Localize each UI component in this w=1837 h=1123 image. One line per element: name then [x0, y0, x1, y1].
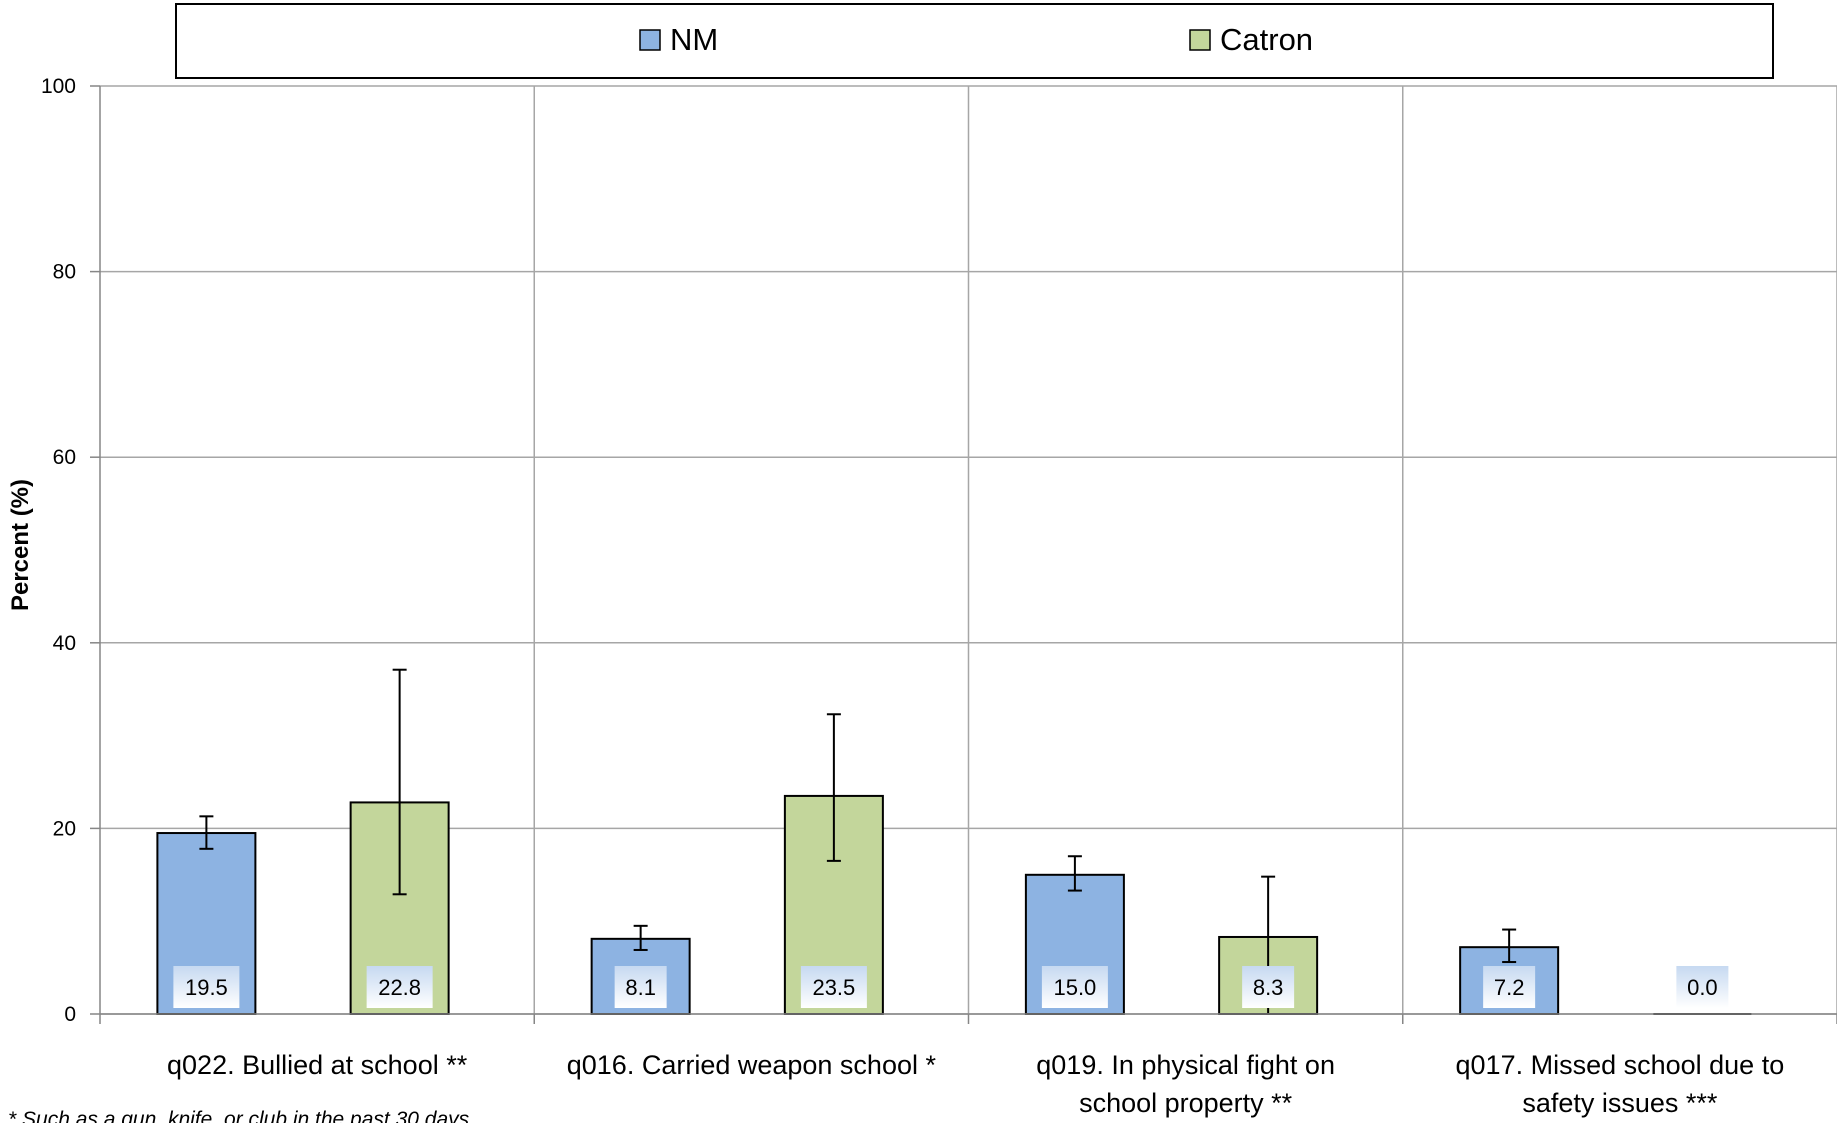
legend-box: [175, 3, 1774, 79]
y-tick-label: 20: [53, 817, 76, 840]
x-category-label: q022. Bullied at school **: [167, 1050, 468, 1080]
y-axis-title: Percent (%): [7, 479, 34, 611]
legend-label-nm: NM: [670, 22, 718, 57]
axes: 0 20 40 60 80 100 q022. Bullied at school ** q0…: [41, 75, 1837, 1118]
legend: NM Catron: [175, 3, 1774, 79]
x-category-label: q017. Missed school due to safety issues …: [1456, 1050, 1785, 1118]
bars: 19.5 8.1 15.0 7.2 22.8 23.5 8.3 0.0: [156, 668, 1752, 1016]
data-label: 15.0: [1053, 975, 1096, 1000]
y-tick-label: 0: [64, 1003, 76, 1026]
footnote: * Such as a gun, knife, or club in the p…: [8, 1108, 470, 1123]
y-tick-label: 40: [53, 632, 76, 655]
x-category-label: q016. Carried weapon school *: [567, 1050, 937, 1080]
data-label: 8.1: [625, 975, 656, 1000]
y-tick-label: 60: [53, 446, 76, 469]
data-label-box: [173, 966, 240, 1008]
data-label-box: [1041, 966, 1108, 1008]
data-label-box: [614, 966, 667, 1008]
data-label: 19.5: [185, 975, 228, 1000]
data-label-box: [800, 966, 867, 1008]
data-label: 7.2: [1494, 975, 1525, 1000]
data-label: 23.5: [812, 975, 855, 1000]
data-label-box: [1676, 966, 1729, 1008]
data-label-box: [1483, 966, 1536, 1008]
x-category-label: q019. In physical fight on school propert…: [1036, 1050, 1335, 1118]
legend-label-catron: Catron: [1220, 22, 1313, 57]
data-label-box: [1242, 966, 1295, 1008]
data-label-box: [366, 966, 433, 1008]
legend-swatch-catron: [1189, 29, 1211, 51]
legend-swatch-nm: [639, 29, 661, 51]
data-label: 22.8: [378, 975, 421, 1000]
data-label: 0.0: [1687, 975, 1718, 1000]
data-label: 8.3: [1253, 975, 1284, 1000]
y-tick-label: 100: [41, 75, 76, 98]
y-tick-label: 80: [53, 261, 76, 284]
